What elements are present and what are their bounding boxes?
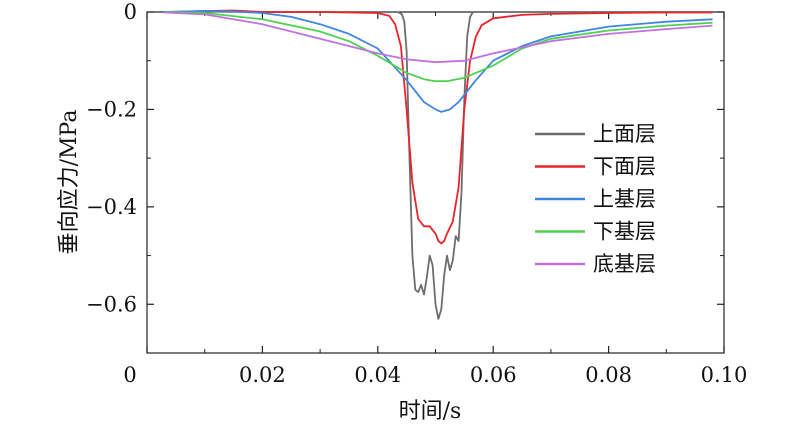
legend-label: 下面层 [593,155,656,179]
legend-label: 下基层 [593,220,656,244]
legend-label: 上基层 [593,187,656,211]
y-tick-label: −0.2 [86,97,137,121]
x-axis-title: 时间/s [399,399,462,424]
y-tick-label: 0 [124,0,137,24]
x-tick-label: 0.06 [470,363,517,387]
x-tick-label: 0.08 [585,363,632,387]
legend-label: 底基层 [593,252,656,276]
series-lines [164,9,713,320]
x-tick-label: 0 [123,363,136,387]
ticks: 0 0.02 0.04 0.06 0.08 0.10 0 −0.2 −0.4 −0.6 [86,0,747,387]
series-line-3 [164,10,713,113]
series-line-2 [164,9,713,245]
x-tick-label: 0.10 [701,363,748,387]
legend-label: 上面层 [593,122,656,146]
y-tick-label: −0.4 [86,195,137,219]
x-tick-label: 0.04 [354,363,401,387]
series-line-4 [164,11,713,83]
x-tick-label: 0.02 [239,363,286,387]
series-line-5 [164,11,713,64]
y-axis-title: 垂向应力/MPa [57,110,82,255]
series-line-1 [164,10,713,320]
y-tick-label: −0.6 [86,292,137,316]
